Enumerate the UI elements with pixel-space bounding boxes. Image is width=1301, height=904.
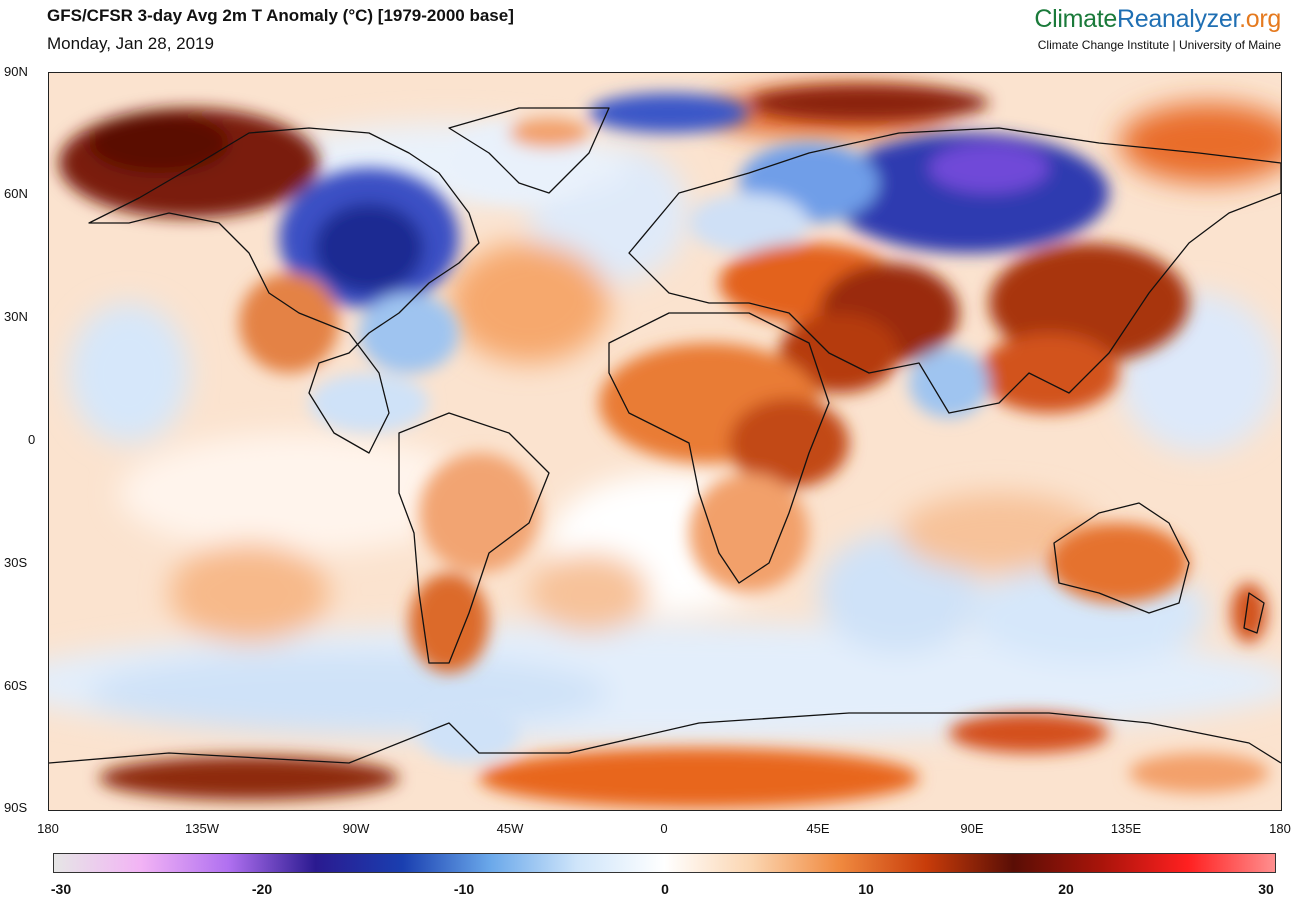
lon-label-45w: 45W — [496, 821, 524, 836]
lon-label-0: 0 — [660, 821, 668, 836]
map-canvas — [49, 73, 1281, 810]
lon-label-180e: 180 — [1269, 821, 1291, 836]
map-title: GFS/CFSR 3-day Avg 2m T Anomaly (°C) [19… — [47, 6, 514, 25]
anomaly-map — [48, 72, 1282, 811]
site-logo[interactable]: ClimateReanalyzer.org Climate Change Ins… — [1034, 6, 1281, 52]
colorbar-label-0: 0 — [661, 881, 669, 897]
lat-label-90s: 90S — [4, 800, 28, 815]
colorbar-label-30: 30 — [1258, 881, 1274, 897]
lon-label-90e: 90E — [960, 821, 984, 836]
colorbar — [53, 853, 1276, 873]
lat-label-60s: 60S — [4, 678, 28, 693]
logo-part-reanalyzer: Reanalyzer — [1117, 5, 1240, 33]
colorbar-label-neg30: -30 — [50, 881, 72, 897]
logo-part-climate: Climate — [1034, 5, 1118, 33]
lon-label-180w: 180 — [37, 821, 59, 836]
logo-wordmark: ClimateReanalyzer.org — [1034, 6, 1281, 32]
lon-label-135e: 135E — [1110, 821, 1142, 836]
colorbar-label-20: 20 — [1058, 881, 1074, 897]
lat-label-0: 0 — [28, 432, 36, 447]
lat-label-30n: 30N — [4, 309, 28, 324]
colorbar-label-10: 10 — [858, 881, 874, 897]
lat-label-90n: 90N — [4, 64, 28, 79]
logo-part-org: .org — [1239, 5, 1281, 33]
lon-label-45e: 45E — [806, 821, 830, 836]
colorbar-label-neg20: -20 — [251, 881, 273, 897]
colorbar-label-neg10: -10 — [453, 881, 475, 897]
lat-label-60n: 60N — [4, 186, 28, 201]
logo-subtitle: Climate Change Institute | University of… — [1037, 38, 1281, 52]
lon-label-135w: 135W — [185, 821, 219, 836]
lon-label-90w: 90W — [342, 821, 370, 836]
map-date: Monday, Jan 28, 2019 — [47, 34, 214, 53]
lat-label-30s: 30S — [4, 555, 28, 570]
